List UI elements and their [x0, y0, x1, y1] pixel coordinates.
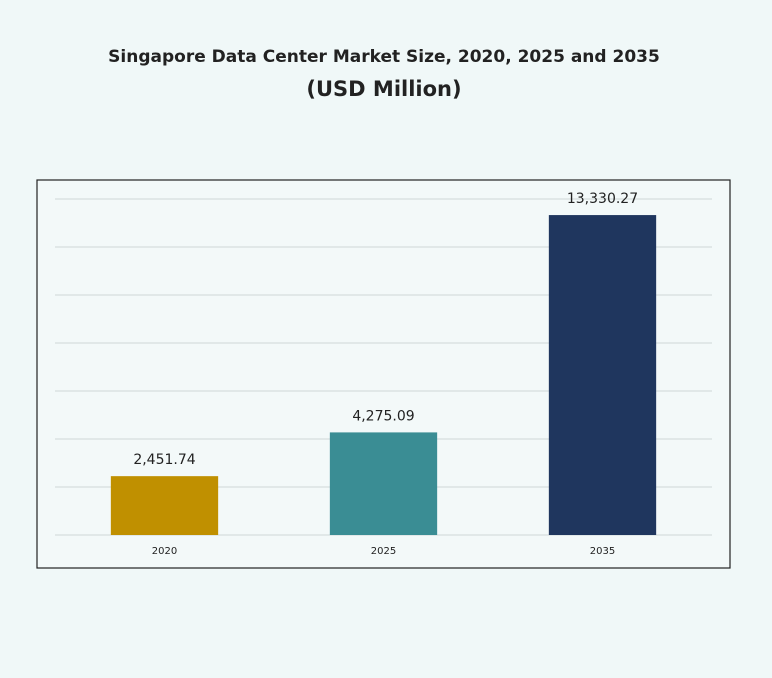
value-label: 4,275.09 [352, 408, 414, 424]
chart-subtitle: (USD Million) [306, 77, 461, 101]
bar [329, 432, 438, 535]
bar [548, 215, 657, 535]
x-tick-label: 2025 [371, 546, 396, 557]
value-label: 2,451.74 [133, 452, 195, 468]
bar [110, 476, 219, 535]
chart-title: Singapore Data Center Market Size, 2020,… [108, 47, 660, 67]
x-tick-label: 2020 [152, 546, 177, 557]
x-tick-label: 2035 [590, 546, 615, 557]
value-label: 13,330.27 [567, 191, 638, 207]
